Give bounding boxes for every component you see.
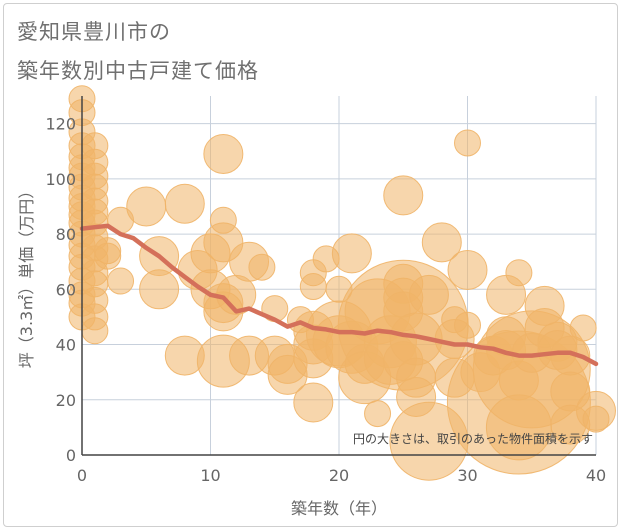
- chart-title-line2: 築年数別中古戸建て価格: [17, 59, 259, 83]
- y-axis-label: 坪（3.3㎡）単価（万円）: [17, 183, 36, 368]
- bubble-point: [421, 222, 462, 263]
- axes-layer: 0 10 20 30 40 0 20 40 60 80 100 120: [45, 96, 606, 485]
- bubble-point: [383, 175, 424, 216]
- average-line: [79, 223, 599, 367]
- bubble-point: [454, 311, 481, 339]
- y-tick-label: 40: [56, 336, 76, 355]
- bubble-point: [505, 259, 533, 287]
- bubble-layer: [68, 85, 616, 481]
- bubble-point: [139, 269, 180, 310]
- y-tick-label: 100: [45, 170, 76, 189]
- x-tick-label: 20: [329, 466, 349, 485]
- x-tick-label: 40: [586, 466, 606, 485]
- bubble-point: [582, 405, 610, 433]
- y-tick-label: 20: [56, 391, 76, 410]
- bubble-point: [331, 233, 372, 274]
- bubble-point: [364, 400, 392, 428]
- x-tick-label: 10: [200, 466, 220, 485]
- bubble-point: [408, 274, 449, 315]
- size-note: 円の大きさは、取引のあった物件面積を示す: [353, 431, 593, 446]
- bubble-point: [164, 183, 205, 224]
- x-tick-label: 0: [77, 466, 87, 485]
- bubble-point: [126, 186, 167, 227]
- bubble-point: [447, 249, 488, 290]
- x-axis-label: 築年数（年）: [291, 499, 387, 518]
- bubble-point: [94, 242, 122, 270]
- bubble-point: [107, 267, 135, 295]
- y-tick-label: 0: [66, 446, 76, 465]
- x-tick-label: 30: [457, 466, 477, 485]
- bubble-point: [569, 314, 597, 342]
- bubble-point: [454, 129, 481, 157]
- bubble-point: [81, 317, 109, 345]
- bubble-point: [293, 382, 334, 423]
- y-tick-label: 80: [56, 225, 76, 244]
- chart-title-line1: 愛知県豊川市の: [17, 20, 171, 44]
- bubble-point: [299, 273, 327, 301]
- bubble-point: [248, 253, 276, 281]
- y-tick-label: 120: [45, 115, 76, 134]
- average-line-layer: [79, 223, 599, 367]
- bubble-point: [203, 133, 244, 174]
- y-tick-label: 60: [56, 280, 76, 299]
